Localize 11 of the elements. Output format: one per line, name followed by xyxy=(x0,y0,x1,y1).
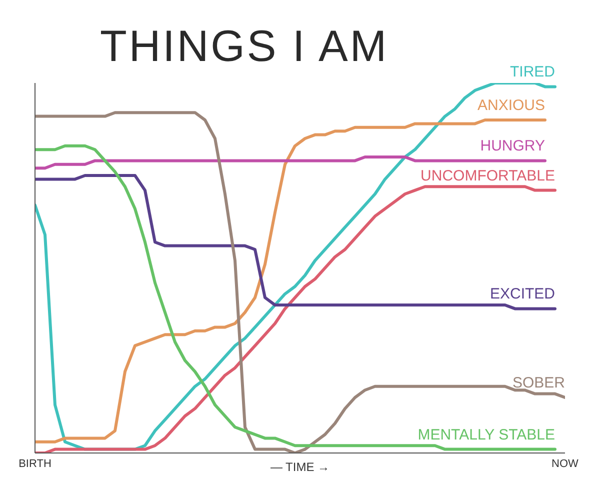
x-tick-label: BIRTH xyxy=(18,458,52,470)
series-label: EXCITED xyxy=(490,286,556,303)
x-tick-label: NOW xyxy=(552,458,580,470)
series-label: MENTALLY STABLE xyxy=(418,426,555,444)
x-axis-title: — TIME → xyxy=(270,460,330,474)
chart-title: THINGS I AM xyxy=(100,22,388,72)
series-label: UNCOMFORTABLE xyxy=(420,167,555,184)
series-label: TIRED xyxy=(510,64,556,81)
series-label: SOBER xyxy=(512,374,566,392)
series-label: ANXIOUS xyxy=(477,97,545,114)
series-label: HUNGRY xyxy=(480,138,545,155)
